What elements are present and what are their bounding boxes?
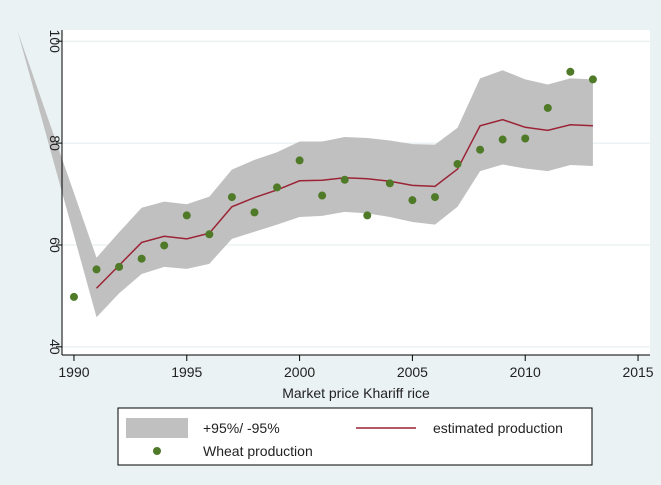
legend-label: estimated production [433,420,563,436]
x-tick-label: 1990 [58,364,89,380]
legend [117,407,593,466]
x-axis-label: Market price Khariff rice [282,385,430,401]
point [205,230,214,239]
point [92,265,101,274]
y-tick-label: 60 [47,237,63,253]
point [115,262,124,271]
point [137,254,146,263]
point [521,134,530,143]
point [588,75,597,84]
legend-label: +95%/ -95% [203,420,280,436]
point [385,179,394,188]
point [340,175,349,184]
point [408,196,417,205]
y-tick-label: 80 [47,135,63,151]
point [566,67,575,76]
point [273,183,282,192]
x-tick-label: 2015 [622,364,653,380]
point [295,156,304,165]
point [318,191,327,200]
x-tick-label: 2000 [284,364,315,380]
y-tick-label: 100 [47,30,63,54]
point [498,135,507,144]
point [69,292,78,301]
legend-swatch [126,418,188,438]
point [430,193,439,202]
point [476,145,485,154]
point [543,103,552,112]
point [227,193,236,202]
point [453,159,462,168]
point [363,211,372,220]
x-tick-label: 2005 [397,364,428,380]
point [182,211,191,220]
legend-swatch [153,447,161,455]
point [250,208,259,217]
x-tick-label: 2010 [510,364,541,380]
legend-label: Wheat production [203,443,313,459]
x-tick-label: 1995 [171,364,202,380]
point [160,241,169,250]
y-tick-label: 40 [47,339,63,355]
